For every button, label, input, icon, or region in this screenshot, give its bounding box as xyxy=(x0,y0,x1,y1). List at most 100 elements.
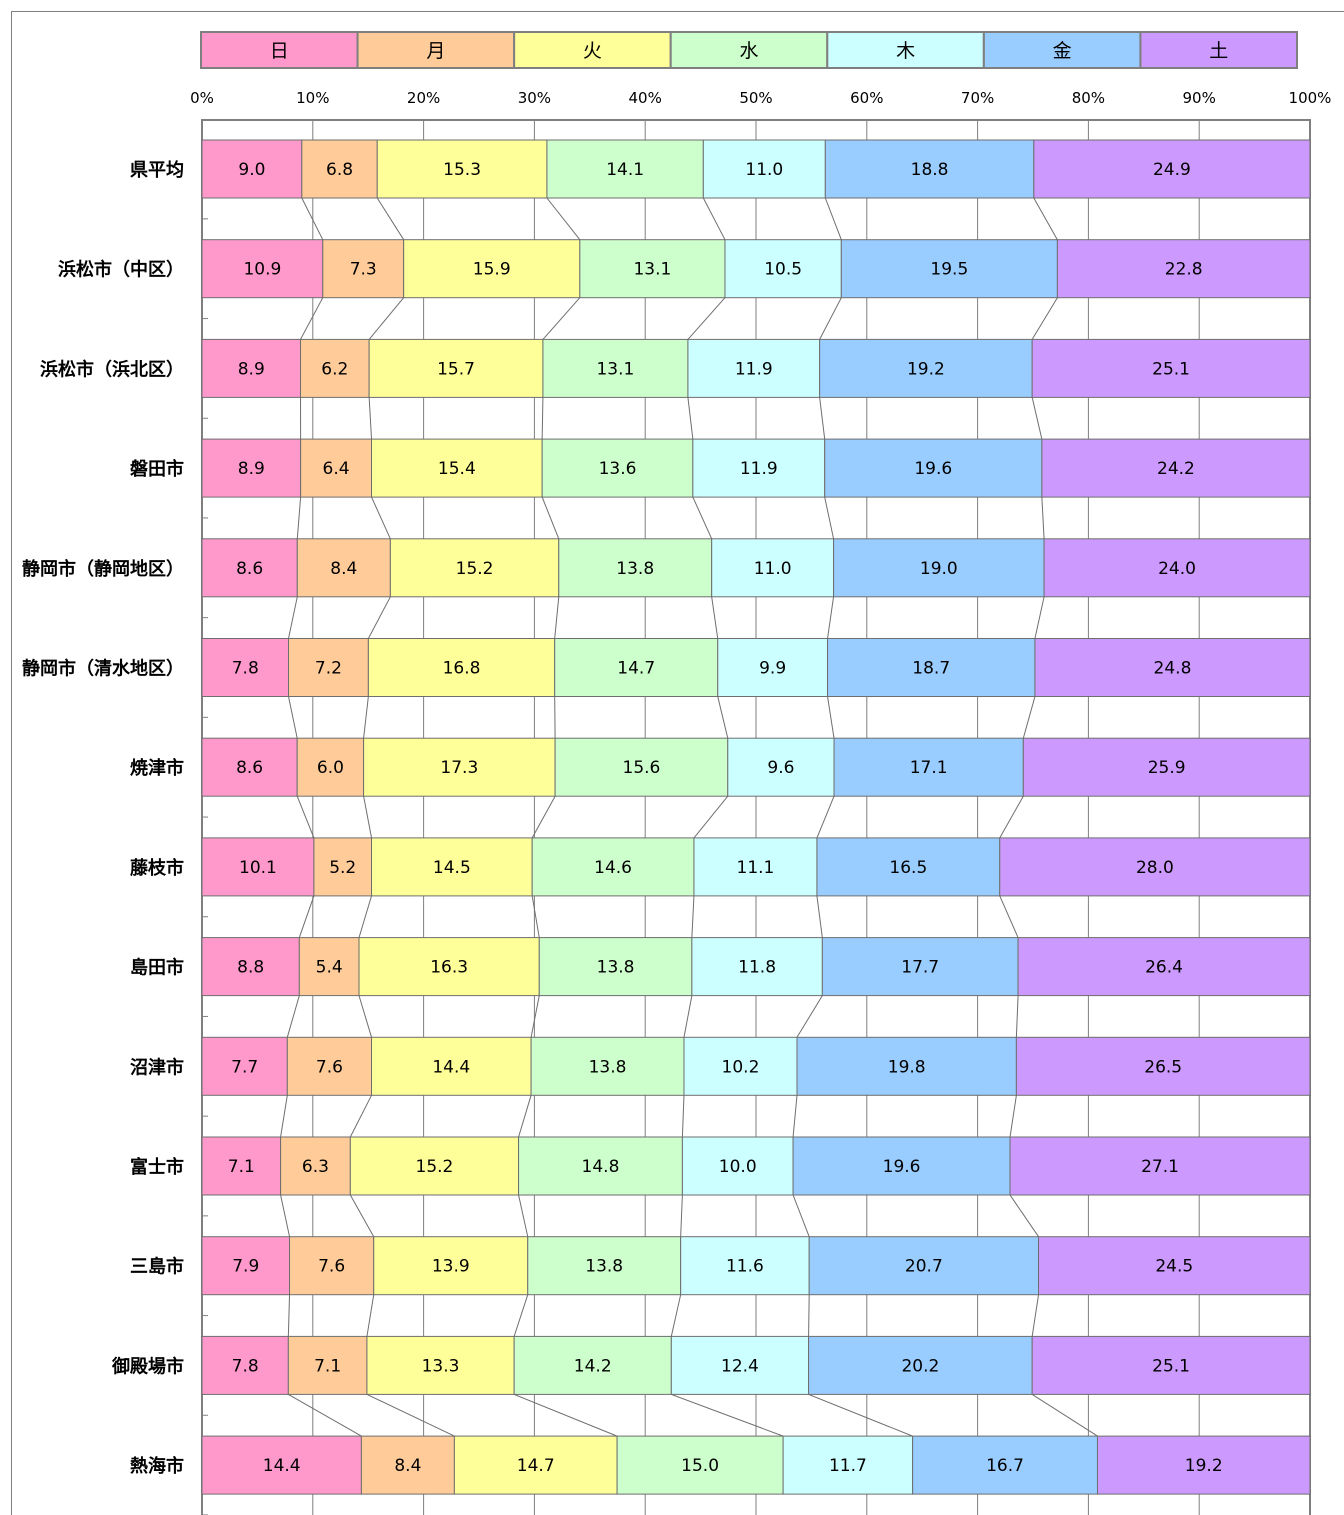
data-label: 15.2 xyxy=(416,1157,454,1177)
legend: 日月火水木金土 xyxy=(200,31,1299,69)
bar-segment xyxy=(538,937,693,997)
data-label: 27.1 xyxy=(1141,1157,1179,1177)
data-label: 17.7 xyxy=(901,958,939,978)
bar-segment xyxy=(371,1036,532,1096)
bar-segment xyxy=(692,438,826,498)
x-tick-label-9: 90% xyxy=(1183,89,1216,107)
data-label: 15.9 xyxy=(473,260,511,280)
bar-segment xyxy=(349,1136,520,1196)
legend-swatch-0 xyxy=(200,31,359,69)
data-label: 24.2 xyxy=(1157,459,1195,479)
category-label: 焼津市 xyxy=(130,757,184,779)
data-label: 19.8 xyxy=(888,1057,926,1077)
series-connector-line xyxy=(999,795,1024,839)
series-connector-line xyxy=(541,397,544,440)
legend-label-2: 火 xyxy=(583,40,602,62)
data-label: 9.6 xyxy=(767,758,794,778)
bar-segment xyxy=(300,438,373,498)
data-label: 10.1 xyxy=(239,858,277,878)
series-connector-line xyxy=(367,596,391,639)
plot-area: 9.0 6.8 15.3 14.1 11.0 18.8 24.9 県平均 10.9 7.3 15.9… xyxy=(22,119,1311,1515)
series-connector-line xyxy=(1015,995,1019,1038)
series-connector-line xyxy=(692,496,713,540)
bar-segment xyxy=(360,1435,455,1495)
legend-label-1: 月 xyxy=(426,40,445,62)
data-label: 14.5 xyxy=(433,858,471,878)
series-connector-line xyxy=(816,895,823,938)
series-connector-line xyxy=(349,1194,375,1237)
series-connector-line xyxy=(1031,397,1043,440)
series-connector-line xyxy=(513,1393,618,1437)
bar-segment xyxy=(792,1136,1011,1196)
x-tick-label-3: 30% xyxy=(518,89,551,107)
bar-segment xyxy=(827,638,1036,697)
bar-segment xyxy=(201,837,315,897)
legend-label-0: 日 xyxy=(270,40,289,62)
series-connector-line xyxy=(819,297,842,340)
data-label: 16.8 xyxy=(443,659,481,679)
data-label: 20.2 xyxy=(901,1356,939,1376)
data-label: 8.8 xyxy=(237,958,264,978)
data-label: 16.7 xyxy=(986,1456,1024,1476)
series-connector-line xyxy=(691,895,695,938)
data-label: 14.8 xyxy=(582,1157,620,1177)
category-label: 富士市 xyxy=(130,1156,184,1178)
data-label: 10.0 xyxy=(719,1157,757,1177)
bar-segment xyxy=(322,239,405,299)
bar-segment xyxy=(554,638,719,697)
series-connector-line xyxy=(808,1294,810,1337)
bar-segment xyxy=(1022,737,1311,797)
data-label: 28.0 xyxy=(1136,858,1174,878)
bar-segment xyxy=(453,1435,618,1495)
data-label: 15.2 xyxy=(456,559,494,579)
data-label: 7.1 xyxy=(314,1356,341,1376)
series-connector-line xyxy=(827,596,835,639)
series-connector-line xyxy=(687,397,694,440)
bar-segment xyxy=(201,1335,289,1395)
data-label: 18.7 xyxy=(912,659,950,679)
series-connector-line xyxy=(287,1294,291,1337)
category-label: 浜松市（中区） xyxy=(58,259,184,281)
x-tick-label-2: 20% xyxy=(407,89,440,107)
data-label: 14.7 xyxy=(517,1456,555,1476)
series-connector-line xyxy=(1009,1095,1017,1138)
series-connector-line xyxy=(1031,297,1058,340)
legend-label-6: 土 xyxy=(1209,40,1228,62)
bar-segment xyxy=(1038,1236,1311,1296)
bar-segment xyxy=(724,239,842,299)
data-label: 7.9 xyxy=(232,1257,259,1277)
bar-segment xyxy=(201,1236,291,1296)
bar-segment xyxy=(821,937,1019,997)
bar-segment xyxy=(371,438,543,498)
series-connector-line xyxy=(693,795,729,839)
bar-segment xyxy=(1034,638,1311,697)
data-label: 16.3 xyxy=(430,958,468,978)
bar-segment xyxy=(782,1435,914,1495)
data-label: 11.7 xyxy=(829,1456,867,1476)
data-label: 11.9 xyxy=(735,359,773,379)
legend-label-5: 金 xyxy=(1053,40,1072,62)
series-connector-line xyxy=(280,1095,288,1138)
legend-label-4: 木 xyxy=(896,40,915,62)
bar-segment xyxy=(527,1236,682,1296)
series-connector-line xyxy=(681,1095,685,1138)
series-connector-line xyxy=(286,995,300,1038)
data-label: 13.3 xyxy=(422,1356,460,1376)
x-tick-label-7: 70% xyxy=(961,89,994,107)
data-label: 13.9 xyxy=(432,1257,470,1277)
bar-segment xyxy=(358,937,540,997)
bar-segment xyxy=(824,438,1043,498)
bar-segment xyxy=(824,139,1035,199)
series-connector-line xyxy=(288,1393,362,1437)
bar-segment xyxy=(201,1435,362,1495)
data-label: 7.8 xyxy=(232,1356,259,1376)
data-label: 14.6 xyxy=(594,858,632,878)
data-label: 25.1 xyxy=(1152,1356,1190,1376)
bar-segment xyxy=(808,1335,1033,1395)
bar-segment xyxy=(912,1435,1098,1495)
data-label: 13.8 xyxy=(585,1257,623,1277)
data-label: 13.6 xyxy=(599,459,637,479)
data-label: 7.7 xyxy=(231,1057,258,1077)
bar-segment xyxy=(691,937,823,997)
series-connector-line xyxy=(363,796,373,838)
